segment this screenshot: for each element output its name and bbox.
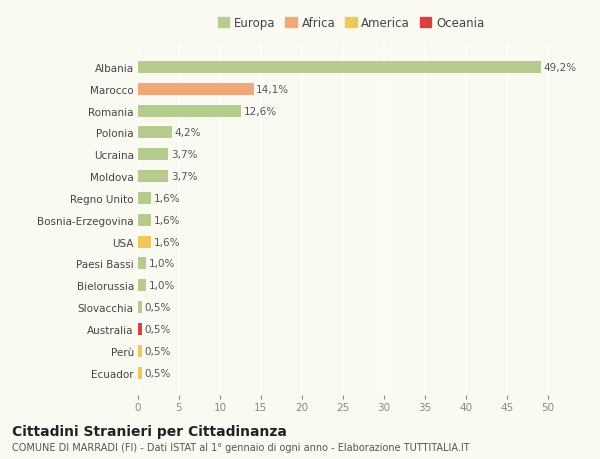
Bar [138,302,142,313]
Text: Cittadini Stranieri per Cittadinanza: Cittadini Stranieri per Cittadinanza [12,425,287,438]
Text: 1,6%: 1,6% [154,237,180,247]
Text: COMUNE DI MARRADI (FI) - Dati ISTAT al 1° gennaio di ogni anno - Elaborazione TU: COMUNE DI MARRADI (FI) - Dati ISTAT al 1… [12,442,470,452]
Bar [138,280,146,292]
Bar [138,323,142,335]
Bar [138,345,142,357]
Bar [138,258,146,270]
Bar [138,367,142,379]
Text: 0,5%: 0,5% [145,346,171,356]
Text: 0,5%: 0,5% [145,325,171,334]
Text: 1,6%: 1,6% [154,194,180,203]
Bar [138,149,169,161]
Text: 49,2%: 49,2% [544,63,577,73]
Text: 1,0%: 1,0% [149,281,175,291]
Text: 3,7%: 3,7% [171,150,197,160]
Bar [138,84,254,95]
Text: 1,6%: 1,6% [154,215,180,225]
Text: 3,7%: 3,7% [171,172,197,182]
Text: 0,5%: 0,5% [145,368,171,378]
Bar [138,192,151,205]
Bar [138,236,151,248]
Bar [138,214,151,226]
Bar [138,127,172,139]
Bar [138,106,241,118]
Text: 14,1%: 14,1% [256,84,289,95]
Bar [138,62,541,74]
Bar [138,171,169,183]
Text: 0,5%: 0,5% [145,302,171,313]
Legend: Europa, Africa, America, Oceania: Europa, Africa, America, Oceania [218,17,484,30]
Text: 12,6%: 12,6% [244,106,277,116]
Text: 1,0%: 1,0% [149,259,175,269]
Text: 4,2%: 4,2% [175,128,202,138]
